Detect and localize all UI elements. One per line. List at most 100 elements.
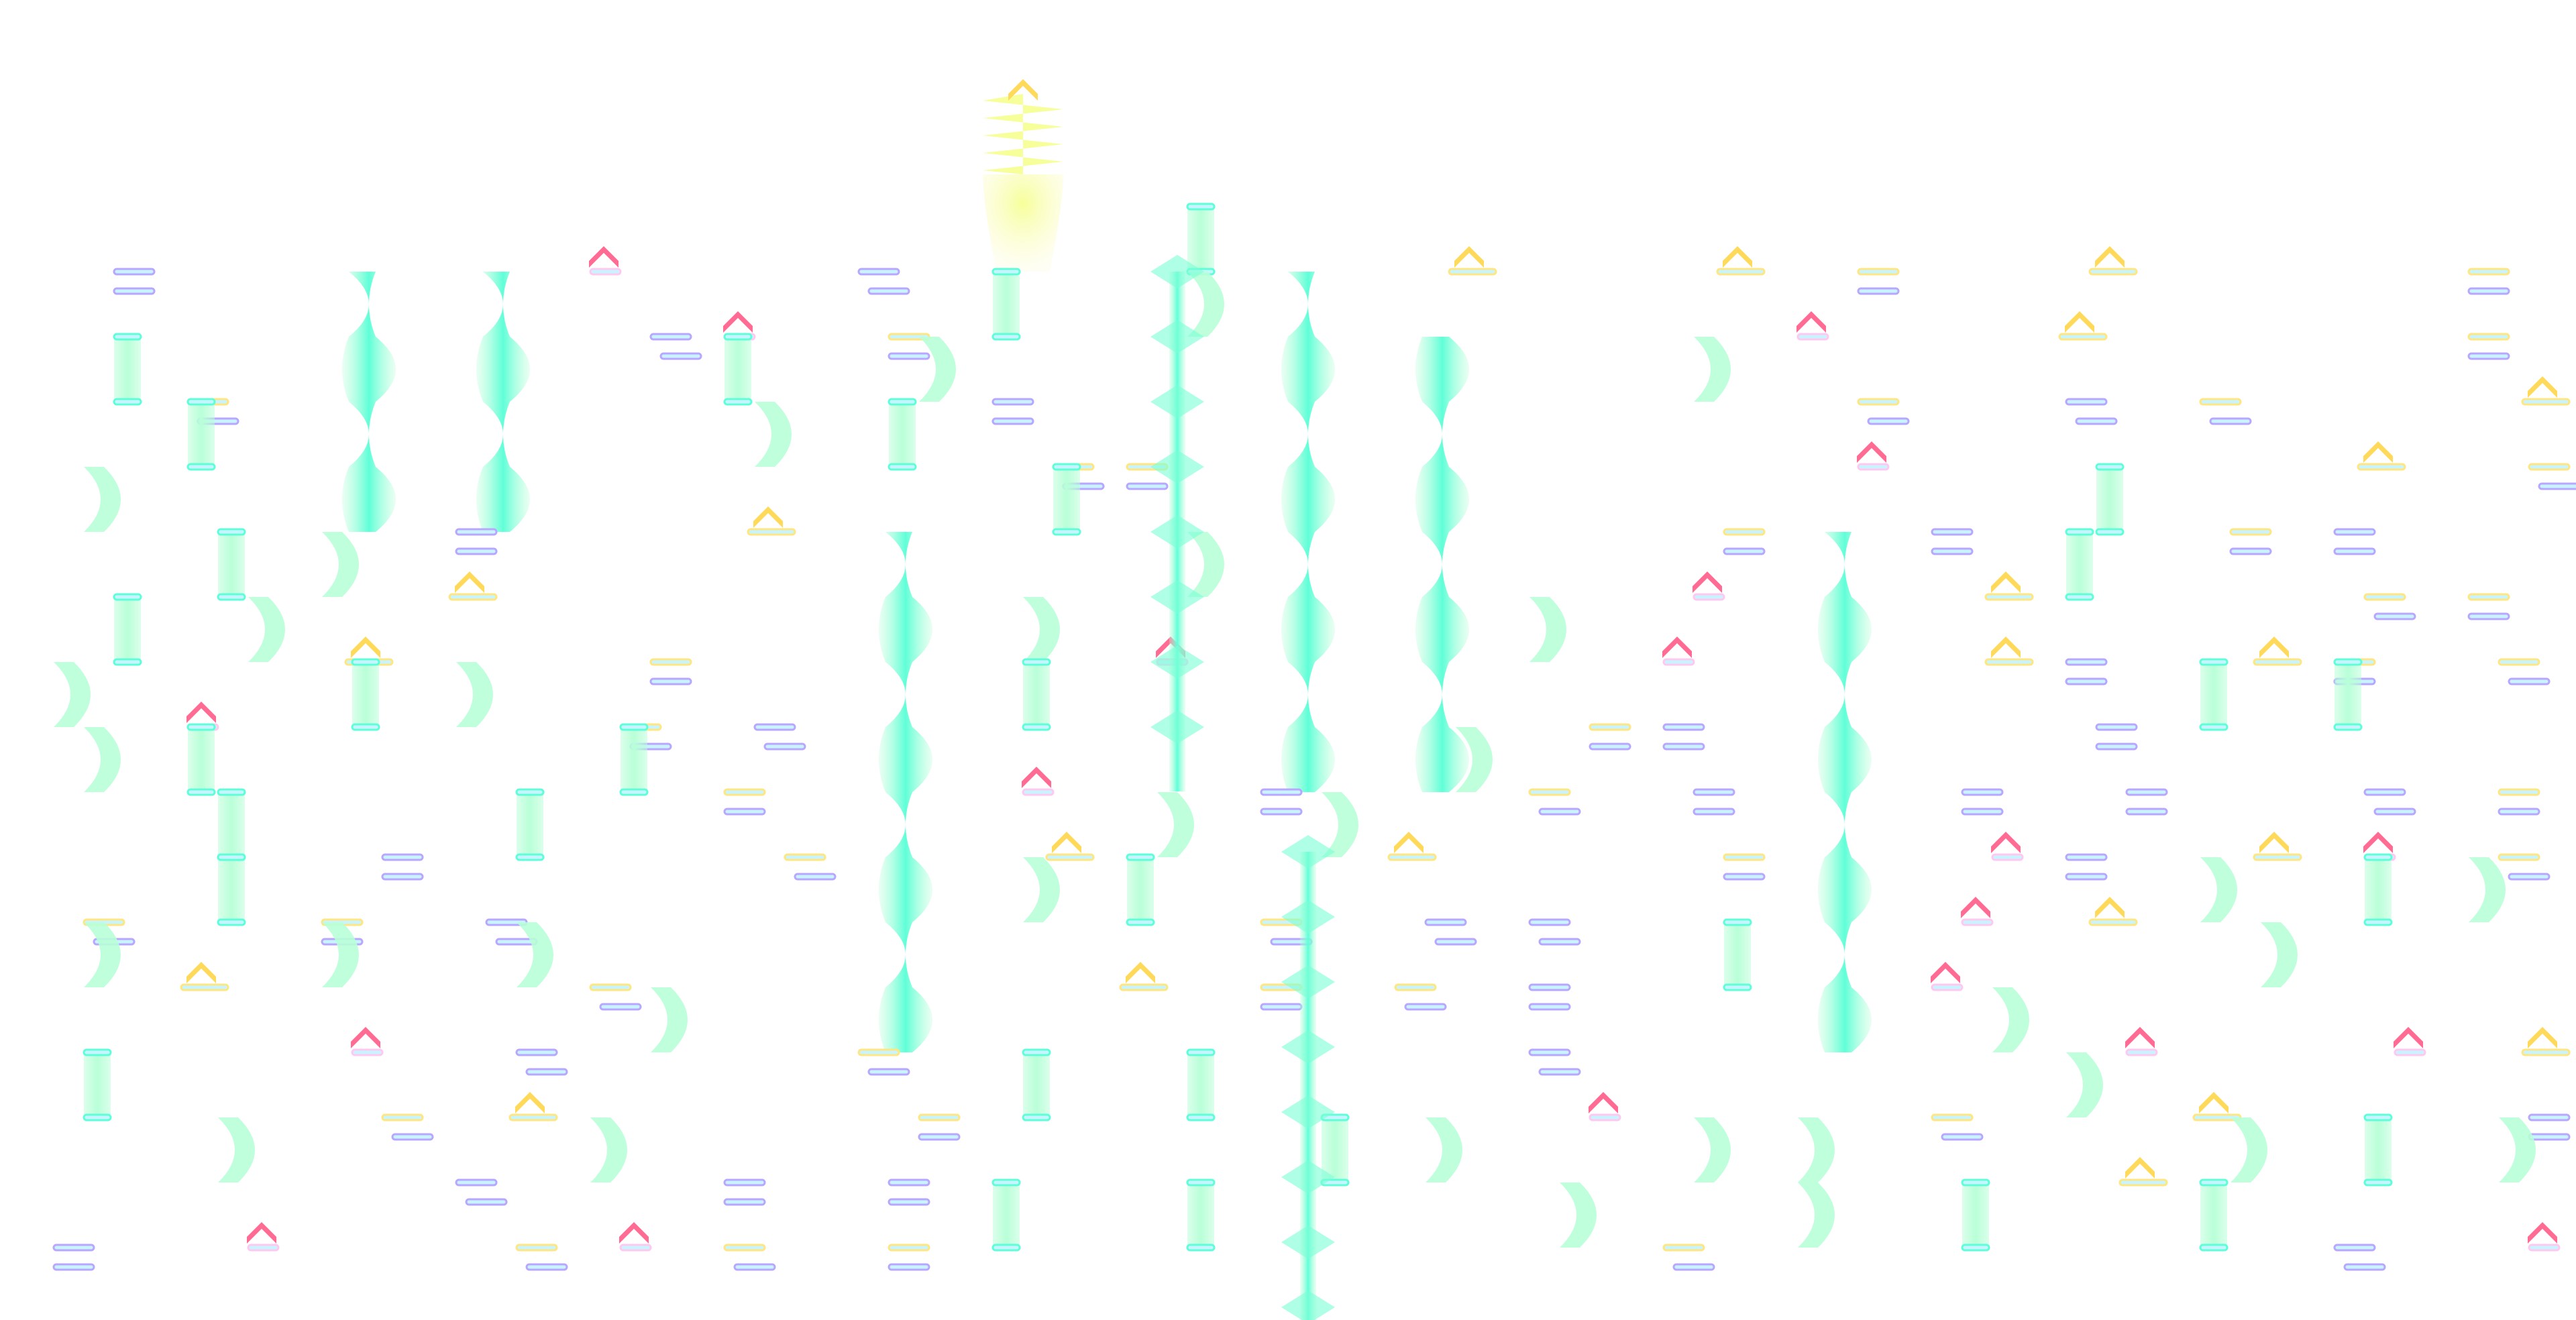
tap-note [649,333,692,341]
tap-note [1716,268,1766,276]
tap-note [1404,1003,1447,1011]
hold-note [1724,922,1751,987]
tap-note [508,1113,558,1121]
tap-note [1961,918,1994,926]
hold-note [517,792,543,857]
flick-note [1961,897,1990,918]
hold-note [1187,1182,1214,1248]
slide-note [879,532,932,1052]
tap-note [2363,1178,2393,1187]
hold-note [2200,662,2227,727]
tap-note [2333,528,2376,536]
tap-note [2467,268,2510,276]
curve-slide-note [2261,922,2298,987]
slide-note [1281,272,1335,792]
tap-note [888,1198,930,1206]
slide-marker [1281,1160,1335,1194]
tap-note [1961,1178,1990,1187]
tap-note [186,723,216,731]
tap-note [2508,677,2551,685]
tap-note [1589,742,1631,751]
tap-note [52,1263,95,1271]
tap-note [1260,1003,1303,1011]
tap-note [2333,1244,2376,1252]
tap-note [888,1263,930,1271]
tap-note [448,593,498,601]
hold-note [2365,1117,2392,1182]
air-note [1991,637,2021,658]
air-zigzag [983,94,1063,174]
tap-note [918,1113,961,1121]
tap-note [1589,723,1631,731]
curve-slide-note [1187,532,1224,597]
tap-note [1538,808,1581,816]
air-note [753,506,783,528]
tap-note [2095,463,2125,471]
hold-note [188,727,215,792]
tap-note [2229,528,2272,536]
curve-slide-note [1798,1117,1835,1182]
air-note [2363,441,2393,463]
slide-note [476,272,530,532]
hold-note [1127,857,1154,922]
curve-slide-note [322,532,359,597]
tap-note [1052,528,1081,536]
tap-note [52,1244,95,1252]
tap-note [1387,853,1437,861]
tap-note [2199,398,2242,406]
curve-slide-note [1426,1117,1462,1182]
hold-note [1962,1182,1989,1248]
tap-note [857,1048,900,1056]
slide-note [1415,337,1469,792]
tap-note [2467,612,2510,620]
curve-slide-note [1694,337,1731,402]
hold-note [1023,1052,1050,1117]
curve-slide-note [54,662,91,727]
tap-note [2199,1178,2229,1187]
tap-note [2498,788,2540,796]
tap-note [247,1244,280,1252]
tap-note [991,1244,1021,1252]
tap-note [113,593,142,601]
tap-note [918,1133,961,1141]
tap-note [2521,1048,2571,1056]
air-note [1991,571,2021,593]
tap-note [991,398,1034,406]
tap-note [1528,1003,1571,1011]
tap-note [113,398,142,406]
tap-note [2363,918,2393,926]
tap-note [2125,808,2168,816]
tap-note [381,873,424,881]
tap-note [1796,333,1829,341]
tap-note [217,528,246,536]
tap-note [186,788,216,796]
hold-note [889,402,916,467]
flick-note [1662,637,1692,658]
air-note [455,571,484,593]
tap-note [83,1048,112,1056]
air-note [2528,1027,2557,1048]
hold-note [2066,532,2093,597]
air-note [1052,832,1081,853]
tap-note [2467,593,2510,601]
flick-note [2363,832,2393,853]
slide-marker [1281,900,1335,934]
air-note [2528,376,2557,398]
tap-note [589,983,632,991]
tap-note [1672,1263,1715,1271]
tap-note [381,853,424,861]
air-note [2065,311,2094,333]
slide-marker [1281,1095,1335,1129]
slide-marker [1150,645,1204,679]
curve-slide-note [248,597,285,662]
tap-note [2095,742,2138,751]
tap-note [1186,1244,1216,1252]
hold-note [218,857,245,922]
air-note [2095,246,2125,268]
tap-note [991,1178,1021,1187]
tap-note [2209,417,2252,425]
tap-note [659,352,702,360]
curve-slide-note [84,467,121,532]
tap-note [1857,463,1890,471]
tap-note [1723,528,1766,536]
